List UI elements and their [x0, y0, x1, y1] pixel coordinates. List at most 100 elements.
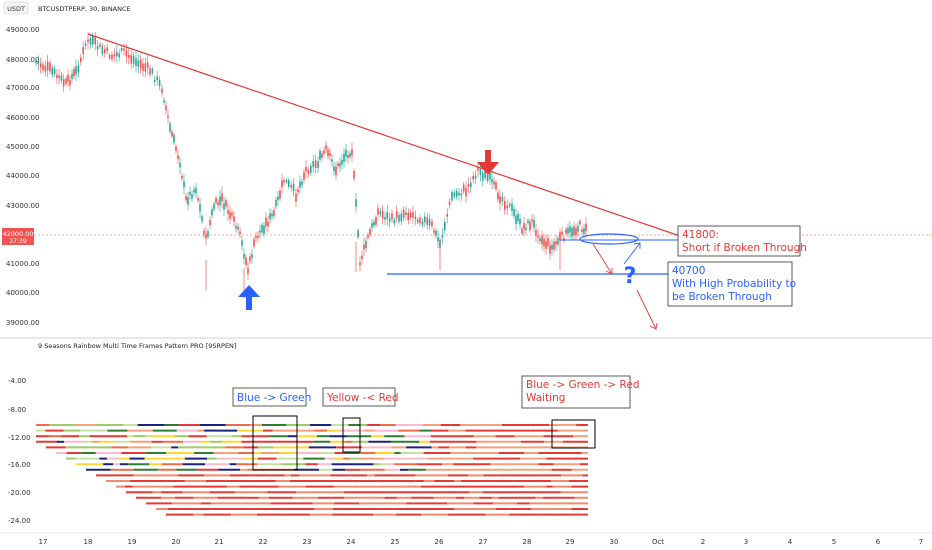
candle-body — [327, 149, 329, 157]
candle-body — [355, 199, 357, 207]
candle-body — [288, 180, 290, 187]
consolidation-ellipse[interactable] — [579, 233, 639, 245]
label-waiting[interactable]: Blue -> Green -> Red Waiting — [521, 375, 640, 409]
price-tick-label: 46000.00 — [6, 114, 39, 122]
label-yellow-red-text: Yellow -< Red — [326, 392, 399, 404]
candle-body — [197, 198, 199, 201]
candle-body — [69, 80, 71, 86]
price-tick-label: 41000.00 — [6, 260, 39, 268]
candle-body — [207, 231, 209, 237]
candle-body — [319, 150, 321, 160]
candle-body — [269, 213, 271, 220]
candle-body — [426, 217, 428, 225]
candle-body — [405, 212, 407, 215]
candle-body — [132, 55, 135, 64]
indicator-tick-label: -24.00 — [8, 517, 31, 525]
current-price-badge: 42000.00 27:39 — [2, 228, 34, 245]
candle-body — [193, 189, 195, 193]
candle-body — [545, 241, 547, 249]
candle-body — [565, 229, 567, 234]
candle-body — [113, 54, 116, 57]
candle-body — [67, 74, 69, 82]
candle-body — [567, 227, 569, 234]
candle-body — [106, 47, 108, 52]
candle-body — [539, 238, 541, 242]
candle-body — [479, 168, 482, 175]
candle-body — [195, 187, 197, 194]
candle-body — [257, 235, 259, 238]
candle-body — [495, 182, 497, 190]
candle-body — [60, 75, 63, 81]
candle-body — [571, 228, 573, 237]
candle-body — [395, 211, 398, 218]
candle-body — [215, 197, 217, 204]
candle-body — [391, 213, 393, 220]
candle-body — [154, 79, 156, 82]
candle-body — [181, 175, 183, 179]
candle-body — [80, 57, 82, 62]
candle-body — [369, 228, 371, 235]
candle-body — [146, 62, 149, 68]
candle-body — [189, 191, 191, 195]
candle-body — [435, 230, 437, 236]
time-tick-label: 2 — [701, 538, 705, 546]
candle-body — [92, 36, 94, 45]
candle-body — [263, 225, 265, 234]
label-yellow-red[interactable]: Yellow -< Red — [322, 387, 399, 407]
currency-label[interactable]: USDT — [7, 5, 25, 13]
price-tick-label: 48000.00 — [6, 56, 39, 64]
descending-trendline[interactable] — [87, 33, 681, 237]
candle-body — [177, 155, 179, 159]
candle-body — [65, 78, 67, 84]
candle-body — [295, 193, 297, 202]
candle-body — [349, 153, 351, 158]
indicator-axis[interactable]: -4.00 -8.00 -12.00 -16.00 -20.00 -24.00 — [8, 377, 31, 525]
candle-body — [521, 228, 523, 234]
candle-body — [255, 236, 257, 239]
candle-body — [82, 47, 84, 54]
symbol-title: BTCUSDTPERP, 30, BINANCE — [38, 5, 131, 13]
candle-body — [501, 197, 504, 201]
time-tick-label: 27 — [479, 538, 488, 546]
candle-body — [229, 211, 231, 219]
price-tick-label: 45000.00 — [6, 143, 39, 151]
candle-body — [361, 255, 363, 259]
arrow-up-icon — [238, 285, 260, 310]
short-annotation[interactable]: 41800: Short if Broken Through — [677, 225, 807, 257]
candle-body — [467, 184, 470, 187]
candle-body — [537, 235, 539, 238]
time-axis[interactable]: 17 18 19 20 21 22 23 24 25 26 27 28 29 3… — [39, 538, 924, 546]
candle-body — [433, 230, 435, 233]
time-tick-label: 24 — [347, 538, 356, 546]
candle-body — [149, 67, 151, 75]
candle-body — [199, 204, 201, 212]
candle-body — [585, 223, 587, 232]
candle-body — [499, 196, 501, 204]
candle-body — [523, 223, 525, 230]
indicator-title[interactable]: 9 Seasons Rainbow Multi Time Frames Patt… — [38, 342, 236, 350]
candle-body — [118, 53, 120, 58]
candle-body — [104, 49, 106, 54]
candle-body — [123, 48, 125, 51]
projection-up-arrow — [623, 242, 641, 265]
support-text-line1: With High Probability to — [672, 278, 796, 290]
candle-body — [161, 88, 163, 93]
candle-body — [398, 214, 400, 222]
candle-body — [462, 184, 465, 192]
candle-body — [569, 226, 571, 233]
label-blue-green[interactable]: Blue -> Green — [232, 387, 311, 407]
candle-body — [371, 223, 373, 228]
time-tick-label: 26 — [435, 538, 444, 546]
indicator-tick-label: -12.00 — [8, 434, 31, 442]
candle-body — [77, 65, 80, 73]
candle-body — [99, 44, 101, 47]
candle-body — [351, 149, 353, 156]
price-axis[interactable]: 49000.00 48000.00 47000.00 46000.00 4500… — [6, 26, 39, 327]
candle-body — [71, 73, 73, 79]
candle-body — [46, 61, 49, 71]
projection-down-arrow — [592, 243, 613, 275]
candle-body — [191, 194, 193, 199]
candle-body — [267, 221, 269, 227]
support-annotation[interactable]: 40700 With High Probability to be Broken… — [667, 261, 796, 307]
